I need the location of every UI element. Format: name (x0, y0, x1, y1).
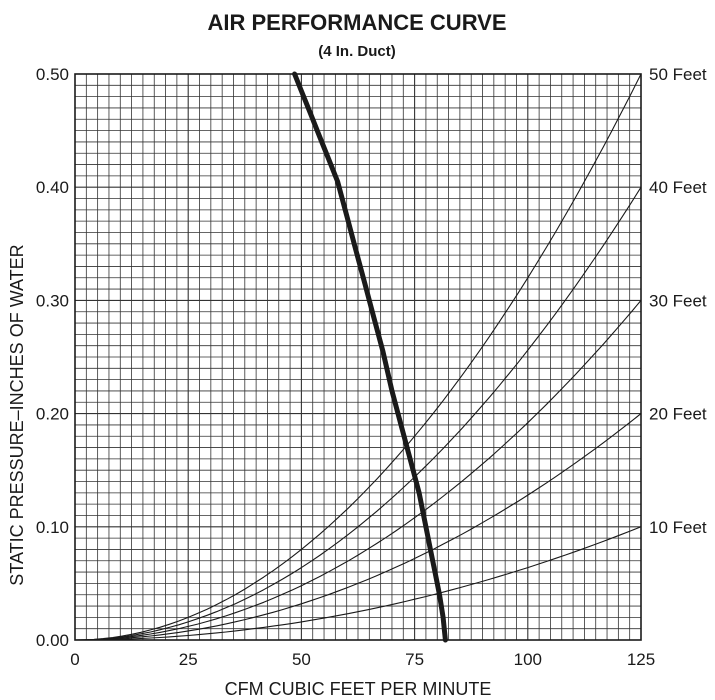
series-label: 10 Feet (649, 518, 707, 537)
x-tick-label: 0 (70, 650, 79, 669)
fan-curve-line (292, 71, 448, 643)
x-tick-label: 75 (405, 650, 424, 669)
duct-curve-20-feet (74, 413, 642, 641)
duct-curve-10-feet (74, 526, 642, 641)
plot-frame (74, 73, 642, 641)
y-axis-label: STATIC PRESSURE–INCHES OF WATER (7, 244, 27, 585)
y-tick-label: 0.00 (36, 631, 69, 650)
y-tick-label: 0.10 (36, 518, 69, 537)
y-tick-label: 0.20 (36, 405, 69, 424)
y-tick-label: 0.30 (36, 291, 69, 310)
series-label: 20 Feet (649, 405, 707, 424)
y-axis-ticks: 0.00 0.10 0.20 0.30 0.40 0.50 (36, 65, 69, 650)
duct-curve-30-feet (74, 299, 642, 641)
chart-subtitle: (4 In. Duct) (318, 43, 396, 60)
x-tick-label: 50 (292, 650, 311, 669)
series-labels: 10 Feet 20 Feet 30 Feet 40 Feet 50 Feet (649, 65, 707, 537)
plot-series (74, 71, 642, 643)
x-axis-ticks: 0 25 50 75 100 125 (70, 650, 655, 669)
chart-title: AIR PERFORMANCE CURVE (207, 10, 506, 35)
series-label: 40 Feet (649, 178, 707, 197)
duct-curve-40-feet (74, 186, 642, 641)
duct-curve-50-feet (74, 73, 642, 641)
series-label: 50 Feet (649, 65, 707, 84)
x-tick-label: 125 (627, 650, 655, 669)
y-tick-label: 0.40 (36, 178, 69, 197)
x-tick-label: 100 (514, 650, 542, 669)
x-axis-label: CFM CUBIC FEET PER MINUTE (225, 679, 492, 699)
series-label: 30 Feet (649, 291, 707, 310)
x-tick-label: 25 (179, 650, 198, 669)
grid (75, 74, 641, 640)
y-tick-label: 0.50 (36, 65, 69, 84)
